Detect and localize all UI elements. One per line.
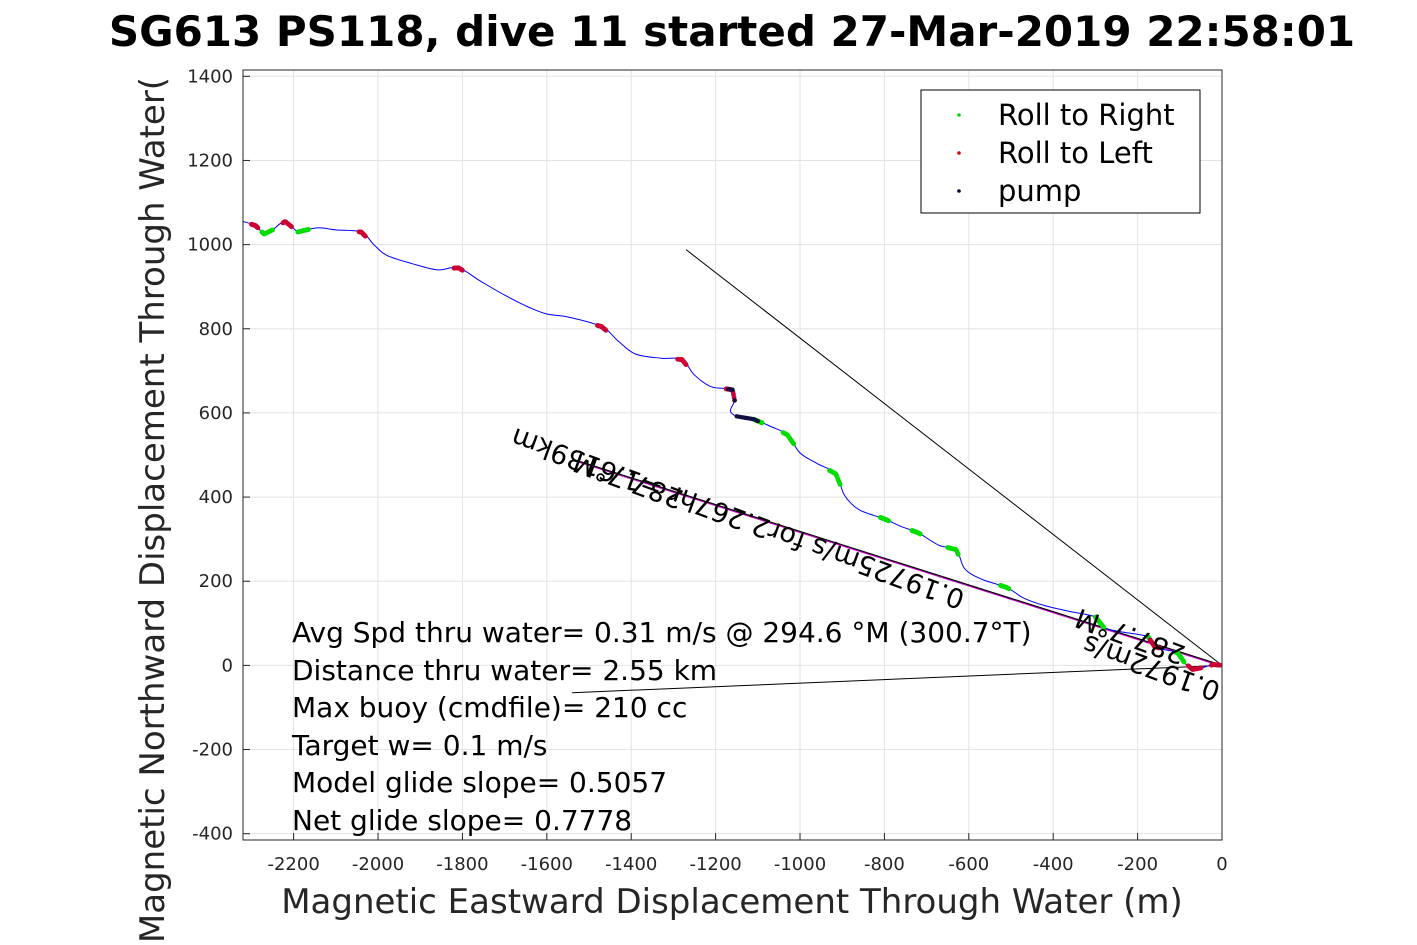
x-tick-label: -1800 <box>436 854 488 875</box>
legend-marker-roll-right <box>957 113 961 117</box>
legend-marker-pump <box>957 189 961 193</box>
y-axis-label: Magnetic Northward Displacement Through … <box>133 77 173 943</box>
x-tick-label: -1400 <box>605 854 657 875</box>
x-tick-label: -2200 <box>267 854 319 875</box>
roll-left-marker <box>1198 665 1204 671</box>
y-tick-label: -400 <box>192 824 233 845</box>
roll-left-marker <box>289 224 294 230</box>
pump-marker <box>732 398 737 403</box>
y-axis-ticks: 1400 1200 1000 800 600 400 200 0 -200 -400 <box>187 66 250 845</box>
x-tick-label: 0 <box>1216 854 1227 875</box>
annotation-block: Avg Spd thru water= 0.31 m/s @ 294.6 °M … <box>291 616 1032 837</box>
x-axis-label: Magnetic Eastward Displacement Through W… <box>281 882 1183 922</box>
legend: Roll to Right Roll to Left pump <box>920 89 1201 214</box>
legend-box <box>920 89 1201 214</box>
y-tick-label: 1200 <box>187 150 233 171</box>
legend-marker-roll-left <box>957 151 961 155</box>
y-tick-label: 800 <box>199 319 233 340</box>
x-tick-label: -600 <box>948 854 989 875</box>
reference-line <box>572 664 1222 694</box>
plot-frame <box>242 69 1223 841</box>
y-tick-label: 0 <box>222 655 233 676</box>
roll-right-marker <box>791 441 797 447</box>
roll-left-marker <box>460 267 465 273</box>
roll-right-marker <box>955 552 961 557</box>
x-tick-label: -200 <box>1117 854 1158 875</box>
pump-marker <box>730 387 735 392</box>
roll-right-marker <box>1006 586 1012 592</box>
annotation-net-glide: Net glide slope= 0.7778 <box>292 804 632 837</box>
y-tick-label: 1400 <box>187 66 233 87</box>
pump-marker <box>755 418 761 424</box>
y-tick-label: 1000 <box>187 235 233 256</box>
roll-right-marker <box>837 482 843 487</box>
roll-left-marker <box>362 233 368 239</box>
x-tick-label: -1000 <box>774 854 826 875</box>
roll-left-marker <box>255 225 261 231</box>
x-tick-label: -2000 <box>352 854 404 875</box>
y-tick-label: 400 <box>199 487 233 508</box>
x-tick-label: -1600 <box>521 854 573 875</box>
annotation-avg-speed: Avg Spd thru water= 0.31 m/s @ 294.6 °M … <box>292 616 1032 649</box>
roll-right-marker <box>306 227 311 232</box>
y-tick-label: 600 <box>199 403 233 424</box>
roll-left-marker <box>683 362 689 368</box>
roll-right-marker <box>1101 625 1107 630</box>
x-tick-label: -1200 <box>689 854 741 875</box>
roll-left-markers <box>249 219 1222 672</box>
roll-right-marker <box>270 227 275 233</box>
y-tick-label: -200 <box>192 740 233 761</box>
x-axis-ticks: -2200 -2000 -1800 -1600 -1400 -1200 -1000 -800-… <box>267 833 1228 875</box>
x-tick-label: -400 <box>1033 854 1074 875</box>
roll-right-marker <box>917 531 923 537</box>
y-tick-label: 200 <box>199 571 233 592</box>
annotation-model-glide: Model glide slope= 0.5057 <box>292 766 667 799</box>
chart-title: SG613 PS118, dive 11 started 27-Mar-2019… <box>109 7 1355 56</box>
legend-label-roll-right: Roll to Right <box>998 98 1175 132</box>
reference-line <box>685 249 1222 666</box>
annotation-distance: Distance thru water= 2.55 km <box>292 654 717 687</box>
roll-left-marker <box>603 327 609 333</box>
roll-left-marker <box>1217 662 1222 668</box>
current-line-magenta <box>571 459 1222 667</box>
current-line-black <box>571 458 1222 667</box>
pump-markers <box>726 386 761 424</box>
legend-label-pump: pump <box>998 174 1081 208</box>
annotation-target-w: Target w= 0.1 m/s <box>291 729 548 762</box>
roll-left-marker <box>1156 645 1162 651</box>
roll-right-marker <box>759 420 765 426</box>
x-tick-label: -800 <box>864 854 905 875</box>
roll-right-marker <box>1181 659 1187 665</box>
roll-right-marker <box>886 518 892 524</box>
annotation-max-buoy: Max buoy (cmdfile)= 210 cc <box>292 691 687 724</box>
current-line <box>571 458 1222 667</box>
reference-lines <box>572 249 1222 694</box>
legend-label-roll-left: Roll to Left <box>998 136 1153 170</box>
